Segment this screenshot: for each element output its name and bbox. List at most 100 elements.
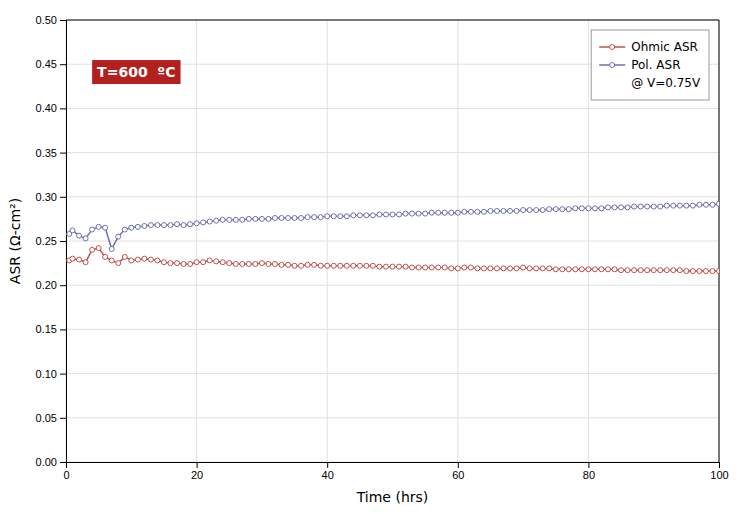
x-axis-title: Time (hrs) [356,489,429,505]
point [645,268,650,273]
point [207,258,212,263]
series [67,246,719,274]
point [677,203,682,208]
point [253,261,258,266]
point [508,208,513,213]
tick-label: 0 [63,469,69,481]
axis-domain [67,463,720,469]
point [449,266,454,271]
point [377,264,382,269]
point [364,213,369,218]
point [462,209,467,214]
point [605,267,610,272]
point [175,222,180,227]
point [233,217,238,222]
point [155,258,160,263]
point [488,266,493,271]
point [272,261,277,266]
legend-note: @ V=0.75V [631,76,701,90]
point [586,267,591,272]
point [560,207,565,212]
point [148,223,153,228]
tick-mark [719,462,720,468]
tick: 0.20 [36,279,66,291]
point [501,208,506,213]
y-axis: 0.000.050.100.150.200.250.300.350.400.45… [36,14,67,468]
point [638,268,643,273]
point [632,204,637,209]
point [299,216,304,221]
point [697,269,702,274]
point [481,266,486,271]
point [436,210,441,215]
x-axis: 020406080100 [63,462,728,481]
point [501,266,506,271]
tick-label: 0.05 [36,412,57,424]
point [671,203,676,208]
y-axis-title: ASR (Ω-cm²) [7,198,23,284]
point [664,268,669,273]
point [599,206,604,211]
series-line [69,204,719,249]
point [351,213,356,218]
grid-line-x [719,20,720,462]
tick-label: 100 [710,469,728,481]
point [240,217,245,222]
point [201,260,206,265]
point [514,208,519,213]
tick-label: 0.35 [36,147,57,159]
point [109,258,114,263]
point [534,208,539,213]
point [331,263,336,268]
point [338,214,343,219]
point [514,266,519,271]
point [429,210,434,215]
point [579,206,584,211]
point [553,267,558,272]
point [481,209,486,214]
annotation: T=600 ºC [92,60,180,84]
point [253,216,258,221]
point [416,265,421,270]
point [312,262,317,267]
point [266,216,271,221]
annotation-box [92,60,180,84]
grid-line-y [66,241,719,242]
chart: 0204060801000.000.050.100.150.200.250.30… [0,0,739,514]
point [690,269,695,274]
point [710,202,715,207]
tick: 80 [583,462,595,481]
point [410,265,415,270]
tick-mark [60,153,66,154]
point [325,263,330,268]
point [390,212,395,217]
tick: 40 [322,462,334,481]
grid-line-y [66,152,719,153]
point [547,207,552,212]
tick-mark [327,462,328,468]
point [318,263,323,268]
point [540,208,545,213]
legend: Ohmic ASRPol. ASR@ V=0.75V [591,30,709,100]
point [318,215,323,220]
point [266,261,271,266]
point [142,256,147,261]
tick: 0.30 [36,191,66,203]
point [161,260,166,265]
tick-label: 0.25 [36,235,57,247]
point [717,269,720,274]
point [508,266,513,271]
tick-label: 0.30 [36,191,57,203]
point [579,267,584,272]
legend-label: Pol. ASR [631,58,680,72]
point [220,217,225,222]
point [155,223,160,228]
point [357,213,362,218]
point [619,268,624,273]
point [70,256,75,261]
point [592,267,597,272]
point [697,202,702,207]
tick-label: 0.50 [36,14,57,26]
frame-top [66,20,719,21]
point [188,261,193,266]
